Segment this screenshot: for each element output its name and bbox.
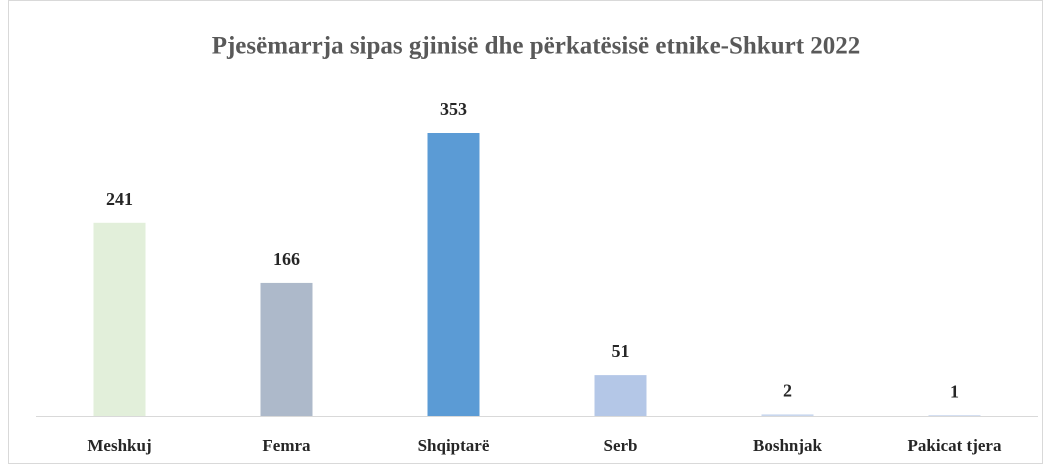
x-tick-label: Boshnjak — [753, 436, 823, 455]
data-label: 166 — [273, 249, 300, 269]
bar — [761, 414, 814, 416]
data-label: 241 — [106, 189, 133, 209]
bar — [594, 375, 647, 416]
x-tick-label: Meshkuj — [87, 436, 151, 455]
chart-title: Pjesëmarrja sipas gjinisë dhe përkatësis… — [212, 33, 861, 60]
bar — [93, 222, 146, 416]
chart-frame — [8, 0, 1043, 464]
data-label: 51 — [612, 341, 630, 361]
data-label: 353 — [440, 99, 467, 119]
x-tick-label: Pakicat tjera — [908, 436, 1002, 455]
x-tick-label: Shqiptarë — [418, 436, 490, 455]
bar — [260, 282, 313, 416]
data-label: 2 — [783, 381, 792, 401]
bar — [928, 415, 981, 416]
data-label: 1 — [950, 381, 959, 401]
x-tick-label: Femra — [262, 436, 311, 455]
x-tick-label: Serb — [604, 436, 638, 455]
bar — [427, 133, 480, 416]
